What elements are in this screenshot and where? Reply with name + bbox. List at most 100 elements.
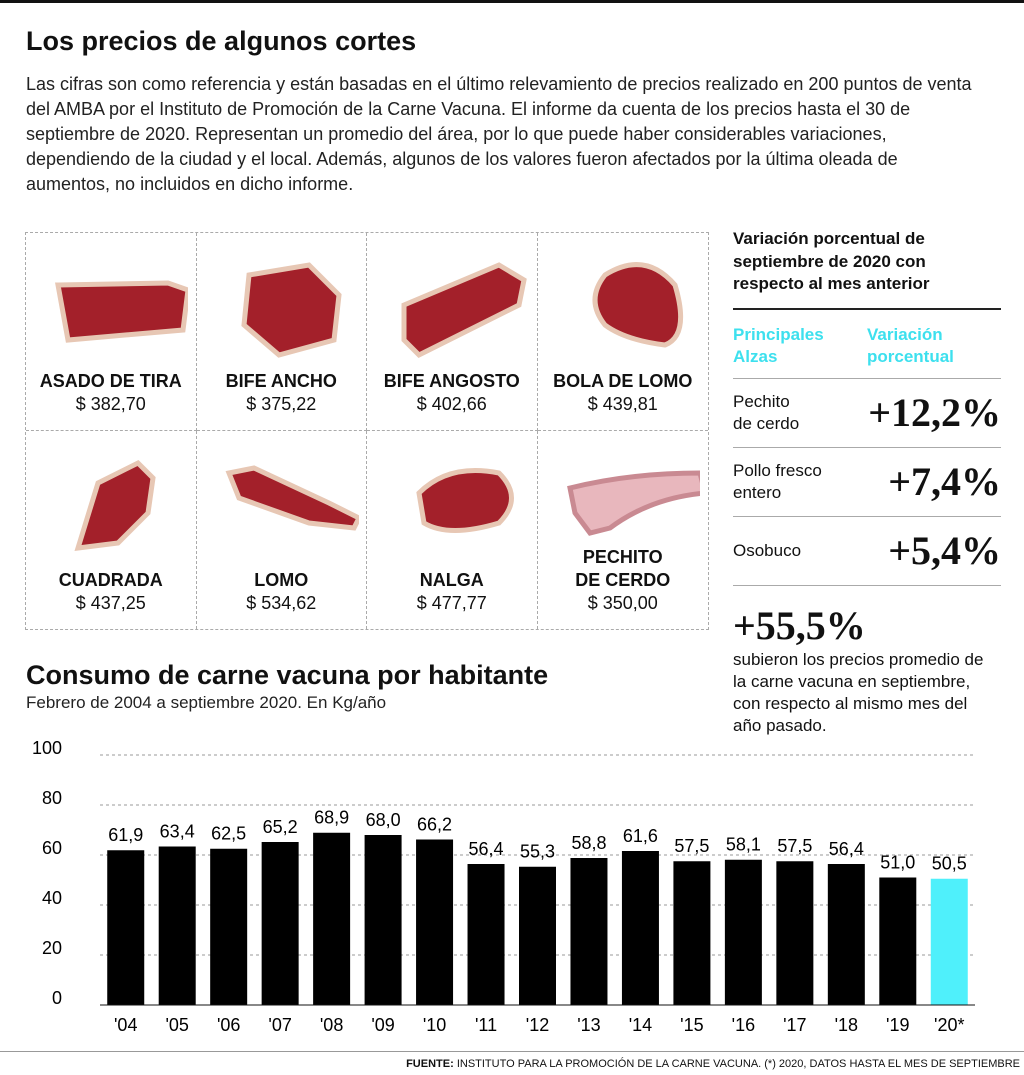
cut-name: BIFE ANGOSTO — [383, 371, 520, 391]
cut: LOMO $ 534,62 — [197, 431, 367, 629]
bar — [776, 861, 814, 1005]
cut: PECHITO DE CERDO $ 350,00 — [538, 431, 709, 629]
bar — [724, 859, 762, 1005]
cut-image — [416, 468, 514, 533]
bar — [210, 848, 248, 1005]
bar — [107, 850, 145, 1005]
cut: NALGA $ 477,77 — [367, 431, 538, 629]
value-label: 56,4 — [469, 839, 504, 859]
top-rule — [0, 0, 1024, 3]
bar — [827, 864, 865, 1005]
x-tick-label: '12 — [526, 1015, 549, 1035]
value-label: 56,4 — [829, 839, 864, 859]
bar — [313, 832, 351, 1005]
y-tick-label: 0 — [52, 988, 62, 1008]
value-label: 68,0 — [366, 810, 401, 830]
x-tick-label: '09 — [371, 1015, 394, 1035]
side-panel: Variación porcentual de septiembre de 20… — [733, 228, 1001, 737]
side-title: Variación porcentual de septiembre de 20… — [733, 228, 1001, 310]
x-tick-label: '06 — [217, 1015, 240, 1035]
meat — [416, 468, 514, 533]
big-desc: subieron los precios promedio de la carn… — [733, 649, 984, 735]
value-label: 62,5 — [211, 824, 246, 844]
row-label: Osobuco — [733, 540, 802, 560]
value-label: 61,6 — [623, 826, 658, 846]
row-value: +7,4% — [888, 459, 1001, 504]
cut-price: $ 477,77 — [416, 593, 487, 613]
rows: Pechito de cerdo +12,2% Pollo fresco enter… — [733, 379, 1001, 586]
y-tick-label: 20 — [42, 938, 62, 958]
cut-image — [401, 262, 527, 359]
value-label: 63,4 — [160, 821, 195, 841]
cut-image — [592, 262, 683, 348]
x-tick-label: '05 — [165, 1015, 188, 1035]
bar — [158, 846, 196, 1005]
value-label: 51,0 — [880, 852, 915, 872]
value-label: 50,5 — [932, 854, 967, 874]
cut: CUADRADA $ 437,25 — [26, 431, 197, 629]
variation-row: Pechito de cerdo +12,2% — [733, 379, 1001, 448]
value-label: 61,9 — [108, 825, 143, 845]
value-label: 68,9 — [314, 808, 349, 828]
bar — [416, 839, 454, 1005]
x-tick-label: '07 — [268, 1015, 291, 1035]
row-label: Pollo fresco entero — [733, 460, 822, 502]
y-tick-label: 40 — [42, 888, 62, 908]
title: Los precios de algunos cortes — [26, 26, 417, 56]
intro: Las cifras son como referencia y están b… — [26, 74, 972, 194]
cut-price: $ 437,25 — [75, 593, 146, 613]
value-label: 57,5 — [674, 836, 709, 856]
meat — [592, 262, 683, 348]
cut-price: $ 534,62 — [246, 593, 317, 613]
bar — [621, 851, 659, 1005]
value-label: 65,2 — [263, 817, 298, 837]
cut-price: $ 402,66 — [416, 394, 487, 414]
x-tick-label: '20* — [934, 1015, 964, 1035]
bar — [519, 866, 556, 1005]
x-tick-label: '04 — [114, 1015, 137, 1035]
x-tick-label: '11 — [475, 1015, 497, 1035]
cut-name: NALGA — [419, 570, 484, 590]
bar — [930, 878, 968, 1005]
source-text: INSTITUTO PARA LA PROMOCIÓN DE LA CARNE … — [456, 1058, 1020, 1070]
value-label: 57,5 — [777, 836, 812, 856]
cut-name: BIFE ANCHO — [225, 371, 337, 391]
cut-image — [74, 459, 156, 551]
cut-image — [240, 262, 342, 358]
cut-name: LOMO — [254, 570, 309, 590]
cut-price: $ 350,00 — [587, 593, 658, 613]
bar — [261, 842, 299, 1005]
cut-name: ASADO DE TIRA — [39, 371, 182, 391]
big-number: +55,5% — [733, 602, 866, 648]
x-tick-label: '08 — [320, 1015, 343, 1035]
value-label: 66,2 — [417, 814, 452, 834]
row-label: Pechito de cerdo — [733, 391, 800, 433]
cut-image — [225, 465, 359, 531]
header-cell: Variación porcentual — [867, 324, 954, 366]
bar — [673, 861, 711, 1005]
cut: BIFE ANCHO $ 375,22 — [196, 233, 367, 431]
x-tick-label: '15 — [680, 1015, 703, 1035]
bar — [467, 864, 505, 1005]
cut-price: $ 439,81 — [587, 394, 658, 414]
row-value: +12,2% — [868, 390, 1001, 435]
value-label: 55,3 — [520, 842, 555, 862]
meat — [225, 465, 359, 531]
variation-row: Osobuco +5,4% — [733, 517, 1001, 586]
chart-subtitle: Febrero de 2004 a septiembre 2020. En Kg… — [26, 693, 387, 712]
x-tick-label: '13 — [577, 1015, 600, 1035]
meat — [566, 470, 700, 536]
cut: BOLA DE LOMO $ 439,81 — [537, 233, 708, 431]
x-tick-label: '14 — [629, 1015, 652, 1035]
cut: ASADO DE TIRA $ 382,70 — [26, 233, 197, 431]
chart-title: Consumo de carne vacuna por habitante — [26, 660, 549, 690]
cut-price: $ 382,70 — [75, 394, 146, 414]
cut-image — [566, 470, 700, 536]
cuts-grid: ASADO DE TIRA $ 382,70 BIFE ANCHO $ 375,22 B… — [25, 232, 709, 630]
header-cell: Principales Alzas — [733, 324, 824, 366]
x-tick-label: '19 — [886, 1015, 909, 1035]
x-tick-label: '18 — [835, 1015, 858, 1035]
variation-row: Pollo fresco entero +7,4% — [733, 448, 1001, 517]
meat — [240, 262, 342, 358]
